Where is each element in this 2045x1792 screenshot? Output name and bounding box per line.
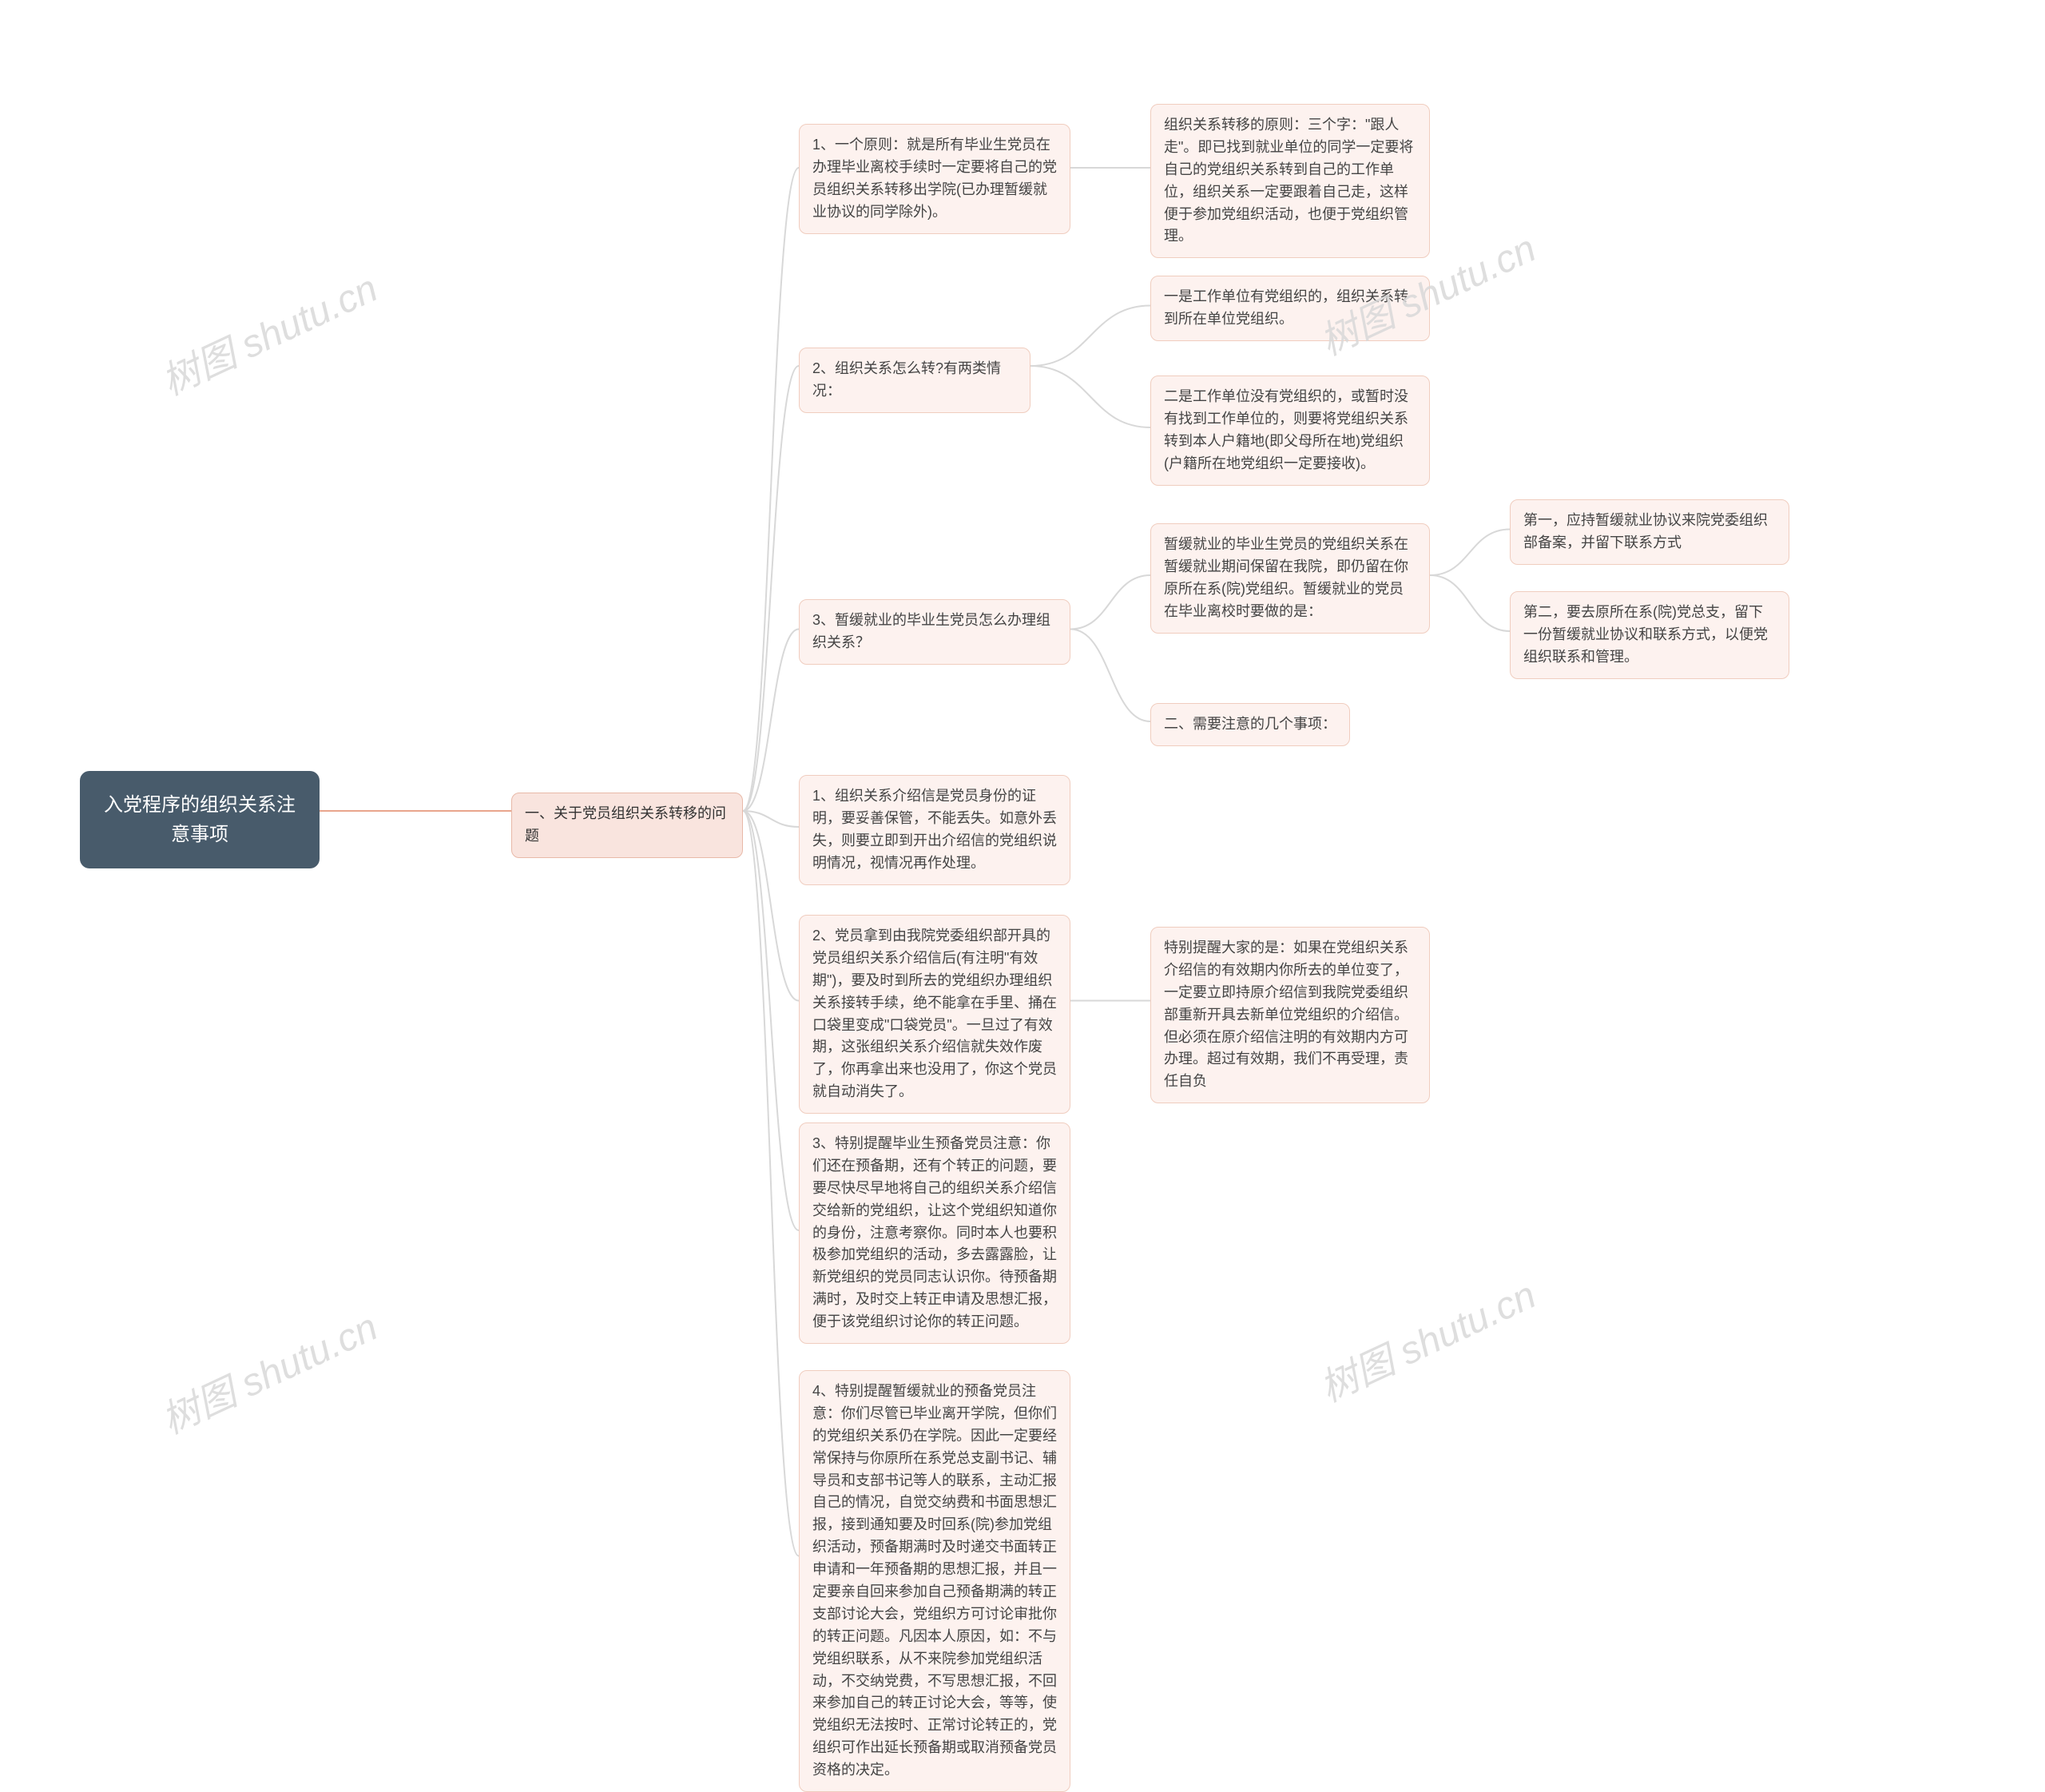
node-c2a[interactable]: 特别提醒大家的是：如果在党组织关系介绍信的有效期内你所去的单位变了，一定要立即持… (1150, 927, 1430, 1103)
node-b2a-label: 一是工作单位有党组织的，组织关系转到所在单位党组织。 (1150, 276, 1430, 341)
node-b2[interactable]: 2、组织关系怎么转?有两类情况： (799, 348, 1030, 413)
watermark: 树图 shutu.cn (151, 257, 385, 406)
node-c1[interactable]: 1、组织关系介绍信是党员身份的证明，要妥善保管，不能丢失。如意外丢失，则要立即到… (799, 775, 1070, 885)
edge (743, 630, 799, 812)
node-b3a1-label: 第一，应持暂缓就业协议来院党委组织部备案，并留下联系方式 (1510, 499, 1789, 565)
node-b3a2[interactable]: 第二，要去原所在系(院)党总支，留下一份暂缓就业协议和联系方式，以便党组织联系和… (1510, 591, 1789, 679)
node-c4[interactable]: 4、特别提醒暂缓就业的预备党员注意：你们尽管已毕业离开学院，但你们的党组织关系仍… (799, 1370, 1070, 1792)
edge (743, 811, 799, 827)
node-b2b-label: 二是工作单位没有党组织的，或暂时没有找到工作单位的，则要将党组织关系转到本人户籍… (1150, 375, 1430, 486)
node-b3b[interactable]: 二、需要注意的几个事项： (1150, 703, 1350, 746)
node-b3a1[interactable]: 第一，应持暂缓就业协议来院党委组织部备案，并留下联系方式 (1510, 499, 1789, 565)
edge (743, 811, 799, 1556)
watermark: 树图 shutu.cn (1309, 1264, 1543, 1413)
edge (1430, 530, 1510, 576)
node-c2-label: 2、党员拿到由我院党委组织部开具的党员组织关系介绍信后(有注明"有效期")，要及… (799, 915, 1070, 1114)
node-b1-label: 1、一个原则：就是所有毕业生党员在办理毕业离校手续时一定要将自己的党员组织关系转… (799, 124, 1070, 234)
node-c3-label: 3、特别提醒毕业生预备党员注意：你们还在预备期，还有个转正的问题，要要尽快尽早地… (799, 1122, 1070, 1344)
node-b1a[interactable]: 组织关系转移的原则：三个字："跟人走"。即已找到就业单位的同学一定要将自己的党组… (1150, 104, 1430, 258)
node-b3[interactable]: 3、暂缓就业的毕业生党员怎么办理组织关系？ (799, 599, 1070, 665)
node-b3a[interactable]: 暂缓就业的毕业生党员的党组织关系在暂缓就业期间保留在我院，即仍留在你原所在系(院… (1150, 523, 1430, 634)
edge (743, 811, 799, 1001)
node-b2-label: 2、组织关系怎么转?有两类情况： (799, 348, 1030, 413)
node-b3a-label: 暂缓就业的毕业生党员的党组织关系在暂缓就业期间保留在我院，即仍留在你原所在系(院… (1150, 523, 1430, 634)
edge (1070, 630, 1150, 722)
node-root-label: 入党程序的组织关系注意事项 (80, 771, 320, 868)
edge (743, 168, 799, 811)
node-c1-label: 1、组织关系介绍信是党员身份的证明，要妥善保管，不能丢失。如意外丢失，则要立即到… (799, 775, 1070, 885)
node-b1a-label: 组织关系转移的原则：三个字："跟人走"。即已找到就业单位的同学一定要将自己的党组… (1150, 104, 1430, 258)
node-b3a2-label: 第二，要去原所在系(院)党总支，留下一份暂缓就业协议和联系方式，以便党组织联系和… (1510, 591, 1789, 679)
edge (1430, 575, 1510, 631)
node-c4-label: 4、特别提醒暂缓就业的预备党员注意：你们尽管已毕业离开学院，但你们的党组织关系仍… (799, 1370, 1070, 1792)
node-b2b[interactable]: 二是工作单位没有党组织的，或暂时没有找到工作单位的，则要将党组织关系转到本人户籍… (1150, 375, 1430, 486)
node-b3-label: 3、暂缓就业的毕业生党员怎么办理组织关系？ (799, 599, 1070, 665)
node-b3b-label: 二、需要注意的几个事项： (1150, 703, 1350, 746)
edge (1030, 366, 1150, 427)
node-b1[interactable]: 1、一个原则：就是所有毕业生党员在办理毕业离校手续时一定要将自己的党员组织关系转… (799, 124, 1070, 234)
edge (743, 366, 799, 811)
watermark: 树图 shutu.cn (151, 1296, 385, 1444)
node-b2a[interactable]: 一是工作单位有党组织的，组织关系转到所在单位党组织。 (1150, 276, 1430, 341)
node-c3[interactable]: 3、特别提醒毕业生预备党员注意：你们还在预备期，还有个转正的问题，要要尽快尽早地… (799, 1122, 1070, 1344)
edge (743, 811, 799, 1230)
node-root[interactable]: 入党程序的组织关系注意事项 (80, 771, 320, 868)
node-c2a-label: 特别提醒大家的是：如果在党组织关系介绍信的有效期内你所去的单位变了，一定要立即持… (1150, 927, 1430, 1103)
edge (1070, 575, 1150, 630)
edge (1030, 306, 1150, 367)
node-section-1-label: 一、关于党员组织关系转移的问题 (511, 793, 743, 858)
node-section-1[interactable]: 一、关于党员组织关系转移的问题 (511, 793, 743, 858)
node-c2[interactable]: 2、党员拿到由我院党委组织部开具的党员组织关系介绍信后(有注明"有效期")，要及… (799, 915, 1070, 1114)
